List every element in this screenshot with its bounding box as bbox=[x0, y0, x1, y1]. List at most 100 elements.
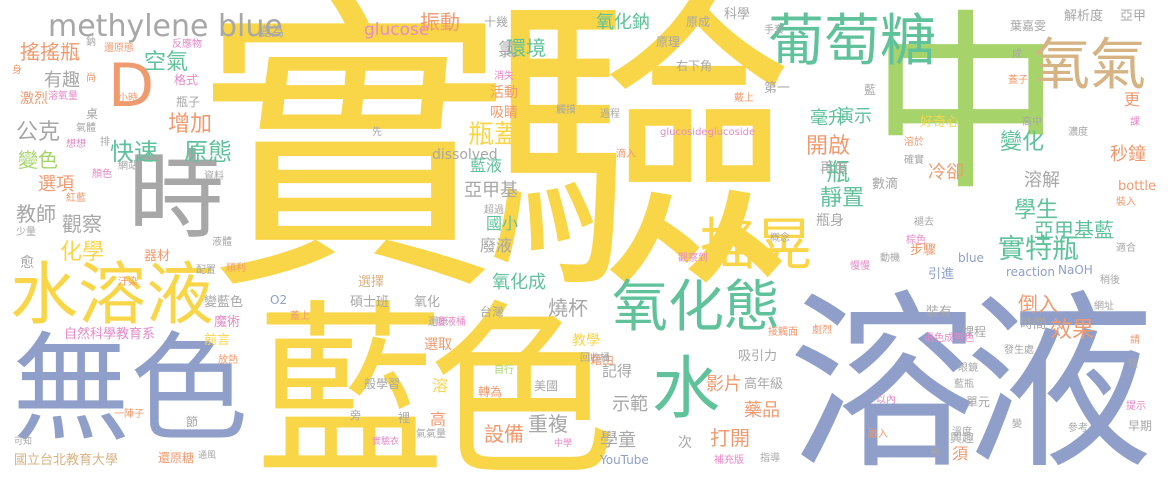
word: 退色成無色 bbox=[924, 333, 974, 344]
word: 指導 bbox=[760, 453, 780, 464]
word: 顏色 bbox=[92, 169, 112, 180]
word: 藥品 bbox=[744, 400, 780, 421]
word: 旁 bbox=[350, 409, 361, 422]
word: 打開 bbox=[710, 426, 750, 450]
word: 美國 bbox=[534, 379, 559, 393]
word: 活動 bbox=[490, 85, 518, 101]
word: 藍瓶 bbox=[954, 379, 974, 390]
word: 放熱 bbox=[218, 355, 238, 366]
word: 瓶身 bbox=[816, 213, 844, 229]
word: 步驟 bbox=[910, 243, 937, 258]
word: 有趣 bbox=[44, 70, 80, 91]
word: 搖晃 bbox=[700, 213, 812, 278]
word: 早期 bbox=[1128, 419, 1153, 433]
word: 瓶 bbox=[826, 158, 850, 186]
word: 開啟 bbox=[806, 134, 851, 159]
word: 選項 bbox=[38, 174, 74, 195]
word: 參考 bbox=[1068, 423, 1088, 434]
word: 興趣 bbox=[950, 431, 975, 445]
word: 排 bbox=[100, 137, 110, 148]
word: 須 bbox=[952, 444, 969, 463]
word: 瓶蓋 bbox=[468, 120, 521, 150]
word: 氧化成 bbox=[492, 272, 546, 293]
word: 科學 bbox=[724, 7, 751, 22]
word: 想想 bbox=[66, 139, 86, 150]
word: blue bbox=[958, 251, 984, 265]
word: 稍後 bbox=[1100, 275, 1120, 286]
word: 課 bbox=[1130, 117, 1140, 128]
word: 時 bbox=[128, 140, 224, 252]
word: 學童 bbox=[600, 430, 636, 451]
word: 成 bbox=[1012, 49, 1022, 60]
word: 還原態 bbox=[104, 43, 134, 54]
word: 瓶子 bbox=[176, 95, 201, 109]
word: 變 bbox=[1012, 419, 1022, 430]
word: 廢液桶 bbox=[436, 317, 466, 328]
word: 溫度 bbox=[952, 427, 972, 438]
word: 燒杯 bbox=[548, 296, 588, 320]
word: 課程 bbox=[962, 325, 987, 339]
word: 原理 bbox=[656, 35, 681, 49]
word: 還原糖 bbox=[158, 451, 195, 465]
word: 概念 bbox=[770, 233, 790, 244]
word: 液體 bbox=[212, 237, 232, 248]
word: 高 bbox=[430, 410, 447, 429]
word: 毫升 bbox=[810, 108, 846, 129]
word: 魔術 bbox=[214, 315, 241, 330]
word: 桌 bbox=[86, 107, 99, 121]
word: 反應物 bbox=[172, 39, 202, 50]
word: 氧化鈉 bbox=[596, 12, 650, 33]
word: 亞甲基 bbox=[464, 180, 518, 201]
word: 水溶液 bbox=[10, 256, 215, 335]
word: 還原 bbox=[428, 317, 448, 328]
word: 補充版 bbox=[714, 455, 744, 466]
word: 選擇 bbox=[358, 275, 385, 290]
word: 秒鐘 bbox=[1110, 144, 1146, 165]
word: 身 bbox=[12, 65, 22, 76]
word: 原態 bbox=[184, 138, 232, 166]
word: 愈 bbox=[20, 255, 34, 271]
word: 設備 bbox=[484, 422, 524, 446]
word: 增加 bbox=[168, 112, 213, 137]
word: 劇烈 bbox=[812, 325, 832, 336]
word: 化學 bbox=[60, 240, 105, 265]
word: 手套 bbox=[764, 25, 784, 36]
word: 倒入 bbox=[1018, 292, 1058, 316]
word: 網址 bbox=[1094, 301, 1114, 312]
word: 引進 bbox=[928, 267, 955, 282]
word: 紅藍 bbox=[66, 193, 86, 204]
word: YouTube bbox=[600, 453, 649, 467]
word: 確實 bbox=[904, 155, 924, 166]
word: 選取 bbox=[424, 337, 452, 353]
word: 氯 bbox=[498, 40, 516, 61]
word: 格式 bbox=[174, 73, 199, 87]
word: 解析度 bbox=[1064, 9, 1104, 24]
word: 超過 bbox=[484, 205, 504, 216]
word: 原成 bbox=[686, 15, 711, 29]
word: 數滴 bbox=[872, 177, 899, 192]
word: 快速 bbox=[110, 138, 158, 166]
word: 碩士班 bbox=[350, 295, 390, 310]
word: 資料 bbox=[204, 171, 224, 182]
word: 氣體 bbox=[76, 123, 96, 134]
word: 十幾 bbox=[484, 15, 509, 29]
word: 蓋子 bbox=[1008, 75, 1028, 86]
word: 重複 bbox=[528, 412, 568, 436]
word: 融入 bbox=[868, 429, 888, 440]
word: 搖搖瓶 bbox=[20, 40, 80, 64]
word: 無色 bbox=[12, 320, 249, 458]
word: 戴上 bbox=[734, 93, 754, 104]
word: 實驗衣 bbox=[372, 437, 400, 447]
word: 吸睛 bbox=[490, 105, 518, 121]
word: 溶氧量 bbox=[48, 91, 78, 102]
word: 氧化 bbox=[414, 295, 441, 310]
word: 鈉 bbox=[86, 37, 96, 48]
word: 環境 bbox=[506, 36, 546, 60]
word: 裝入 bbox=[1116, 197, 1136, 208]
word: 國立台北教育大學 bbox=[14, 453, 119, 468]
word: 蓋上 bbox=[290, 311, 310, 322]
word: glucose bbox=[364, 20, 430, 40]
word: 先 bbox=[372, 127, 382, 138]
word: 請 bbox=[1130, 335, 1140, 346]
